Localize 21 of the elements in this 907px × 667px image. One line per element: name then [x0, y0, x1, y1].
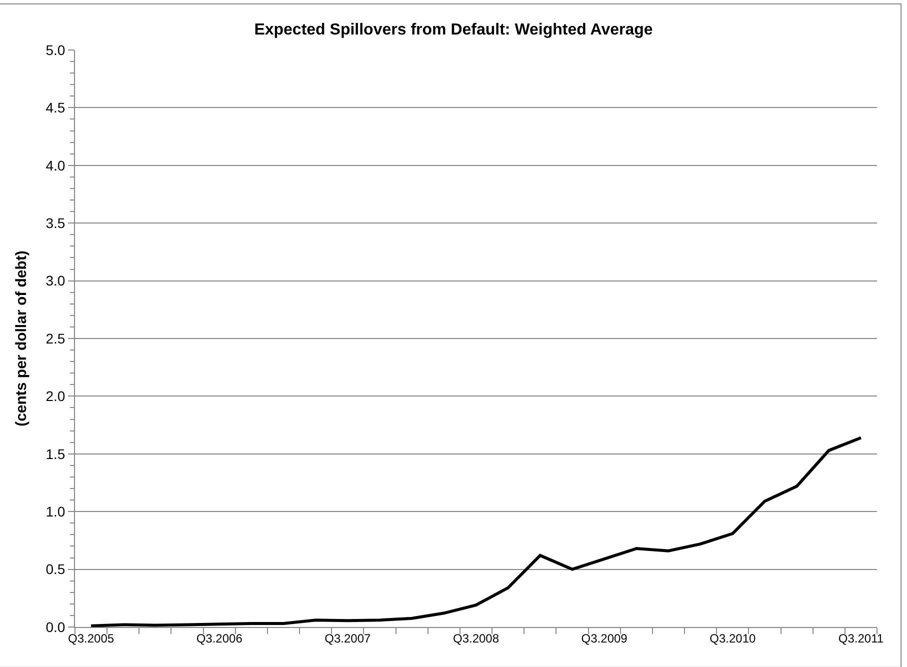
y-tick-label: 1.5 — [46, 446, 66, 462]
y-tick-label: 2.5 — [46, 330, 66, 346]
x-tick-label: Q3.2005 — [68, 631, 114, 646]
x-tick-label: Q3.2007 — [324, 631, 372, 646]
chart-title: Expected Spillovers from Default: Weighted Average — [254, 22, 653, 39]
x-tick-label: Q3.2010 — [710, 631, 756, 646]
x-tick-label: Q3.2009 — [581, 631, 628, 646]
y-tick-label: 0.5 — [46, 561, 66, 578]
y-tick-label: 3.0 — [46, 272, 66, 289]
y-tick-label: 2.0 — [46, 388, 66, 404]
y-tick-label: 4.5 — [46, 100, 66, 116]
y-tick-label: 5.0 — [46, 42, 66, 58]
y-axis-title: (cents per dollar of debt) — [12, 250, 30, 426]
y-tick-label: 0.0 — [46, 618, 66, 635]
x-tick-label: Q3.2011 — [838, 631, 884, 646]
y-tick-label: 4.0 — [46, 157, 66, 174]
line-series — [90, 436, 862, 627]
x-tick-label: Q3.2006 — [196, 631, 243, 646]
y-tick-label: 1.0 — [46, 504, 66, 520]
y-tick-label: 3.5 — [46, 215, 66, 231]
x-tick-label: Q3.2008 — [452, 631, 500, 646]
